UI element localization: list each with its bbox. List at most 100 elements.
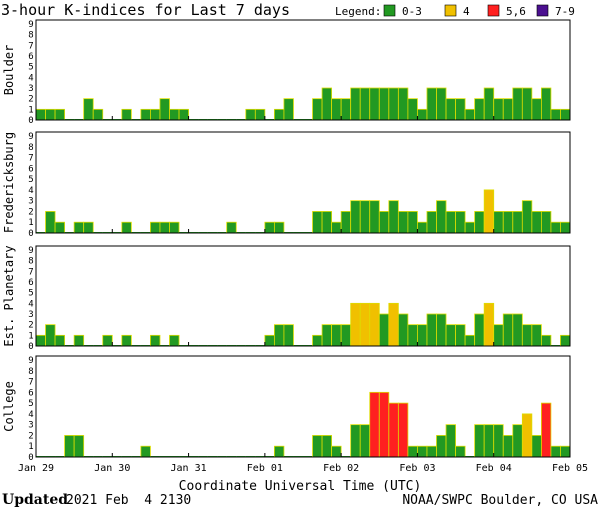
bar: [73, 334, 85, 347]
bar: [340, 324, 352, 347]
x-axis-ticks: Jan 29 Jan 30 Jan 31 Feb 01 Feb 02 Feb 03 Feb …: [18, 463, 588, 474]
bar: [407, 211, 418, 234]
bar: [331, 445, 342, 458]
bar: [159, 98, 170, 121]
bar: [45, 108, 56, 121]
bar: [273, 324, 285, 347]
bar: [369, 200, 380, 234]
panel-title: Boulder: [2, 45, 16, 96]
y-tick-label: 1: [28, 331, 33, 341]
y-tick-label: 9: [28, 246, 33, 256]
legend-swatch: [444, 4, 457, 17]
bar: [407, 324, 418, 347]
bar: [283, 324, 294, 347]
chart-title: 3-hour K-indices for Last 7 days: [1, 1, 290, 19]
bar: [388, 87, 399, 121]
panel-title: College: [2, 381, 16, 432]
x-tick-label: Feb 03: [399, 463, 435, 474]
bar: [521, 200, 533, 234]
bar: [331, 221, 342, 234]
bar: [436, 87, 447, 121]
y-tick-label: 1: [28, 218, 33, 228]
bar: [388, 402, 399, 458]
bar: [378, 313, 390, 347]
bar: [121, 221, 132, 234]
bar: [445, 324, 456, 347]
bar: [73, 221, 85, 234]
bar: [350, 200, 361, 234]
bar: [283, 98, 294, 121]
bar: [378, 87, 390, 121]
x-axis-label: Coordinate Universal Time (UTC): [179, 479, 422, 494]
bar: [531, 435, 542, 458]
panel-frame: [35, 245, 571, 347]
bar: [426, 87, 437, 121]
bar: [540, 402, 552, 458]
y-tick-label: 4: [28, 299, 33, 309]
bar: [140, 445, 151, 458]
bar: [397, 87, 409, 121]
y-tick-label: 7: [28, 41, 33, 51]
bar: [397, 402, 409, 458]
bar: [436, 435, 447, 458]
y-tick-label: 4: [28, 73, 33, 83]
bar: [455, 98, 466, 121]
legend-label: Legend:: [335, 5, 381, 18]
y-tick-label: 6: [28, 164, 33, 174]
bar: [140, 108, 151, 121]
bar: [426, 313, 437, 347]
bar: [264, 334, 275, 347]
legend-swatch: [487, 4, 500, 17]
legend-swatch: [383, 4, 396, 17]
bar: [369, 391, 380, 458]
bar: [455, 445, 466, 458]
legend: 0-3 4 5,6 7-9: [383, 4, 575, 18]
bar: [417, 445, 428, 458]
bar: [321, 87, 333, 121]
bar: [521, 87, 533, 121]
bar: [512, 87, 523, 121]
bar: [369, 87, 380, 121]
bar: [312, 98, 323, 121]
bar: [331, 324, 342, 347]
y-tick-label: 1: [28, 105, 33, 115]
bar: [359, 302, 371, 347]
y-tick-label: 4: [28, 410, 33, 420]
bar: [512, 313, 523, 347]
bar: [455, 211, 466, 234]
bar: [350, 87, 361, 121]
y-tick-label: 1: [28, 442, 33, 452]
y-tick-label: 2: [28, 431, 33, 441]
bar: [540, 211, 552, 234]
bar: [350, 302, 361, 347]
panel-frame: [35, 19, 571, 121]
y-tick-label: 6: [28, 52, 33, 62]
bar: [445, 211, 456, 234]
bar: [502, 313, 514, 347]
bar: [493, 424, 504, 458]
bar: [83, 98, 94, 121]
x-tick-label: Feb 02: [323, 463, 359, 474]
legend-swatch: [536, 4, 549, 17]
bar: [312, 435, 323, 458]
bar: [531, 98, 542, 121]
bar: [407, 98, 418, 121]
bar: [321, 435, 333, 458]
bar: [378, 211, 390, 234]
bar: [512, 211, 523, 234]
updated-value: 2021 Feb 4 2130: [66, 493, 191, 508]
bar: [493, 98, 504, 121]
bar: [45, 211, 56, 234]
bar: [560, 108, 571, 121]
y-tick-label: 2: [28, 321, 33, 331]
y-tick-label: 0: [28, 342, 33, 352]
y-tick-label: 8: [28, 367, 33, 377]
y-tick-label: 9: [28, 20, 33, 30]
bar: [169, 108, 180, 121]
bar: [102, 334, 113, 347]
bar: [45, 324, 56, 347]
